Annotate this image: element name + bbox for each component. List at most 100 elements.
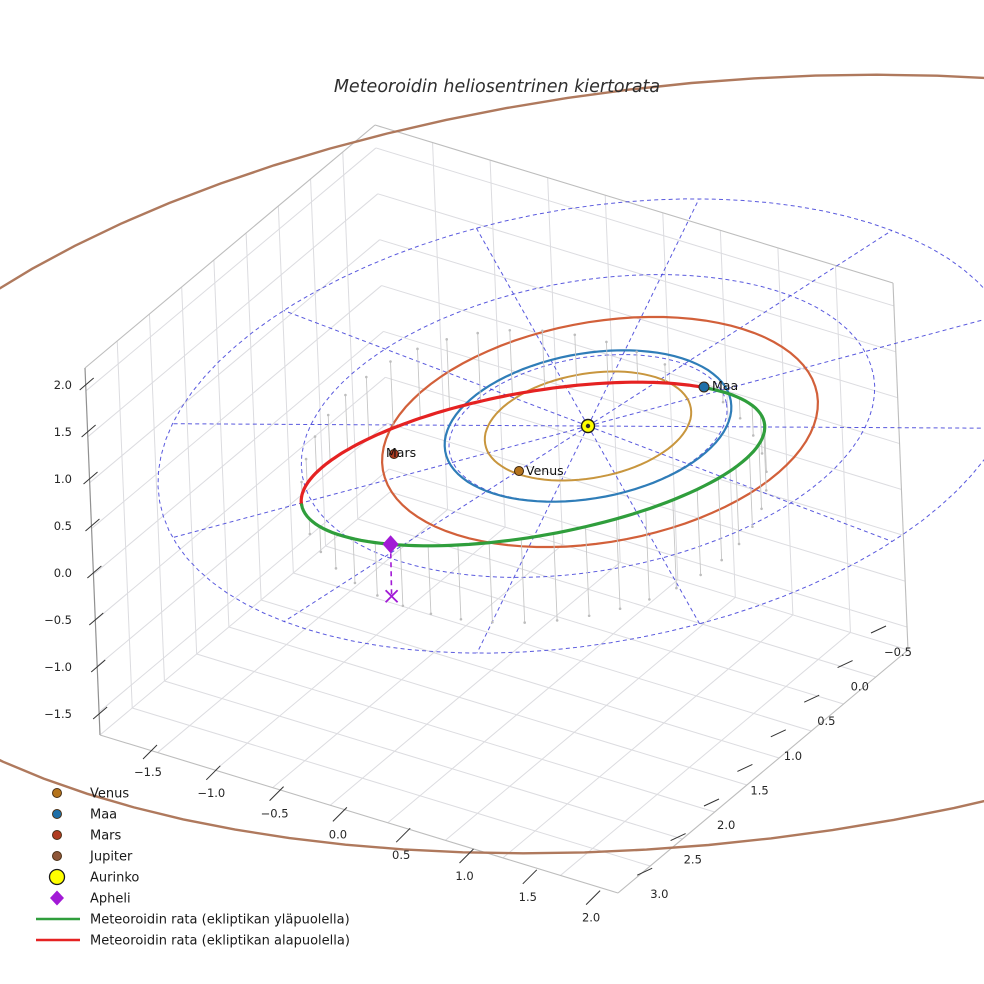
x-tick-mark (522, 869, 538, 885)
stem (427, 545, 432, 614)
left-wall-gridline (98, 468, 390, 713)
y-tick-mark (636, 867, 653, 876)
floor-back-edge (389, 491, 909, 651)
plot-title: Meteoroidin heliosentrinen kiertorata (334, 77, 660, 97)
stem-end-dot (675, 586, 678, 590)
y-tick-label: 0.0 (851, 680, 869, 694)
stem (664, 364, 667, 384)
left-wall-gridline (181, 286, 198, 655)
floor-back-edge (99, 491, 391, 736)
stem-end-dot (760, 507, 763, 511)
legend-label: Aurinko (90, 871, 139, 886)
stem-end-dot (416, 347, 419, 351)
stem (717, 478, 723, 561)
polar-spoke (172, 423, 589, 427)
legend-label: Meteoroidin rata (ekliptikan alapuolella… (90, 934, 350, 949)
x-tick-mark (142, 744, 158, 760)
polar-circle-3au (157, 198, 984, 654)
stem-end-dot (541, 329, 544, 333)
stem (390, 361, 394, 429)
legend-diamond-marker (50, 890, 64, 906)
stem-end-dot (459, 617, 463, 621)
venus-orbit (483, 370, 693, 482)
z-tick-label: −1.5 (44, 707, 72, 721)
polar-spoke (475, 227, 589, 427)
legend-circle-marker (48, 868, 66, 886)
stem (365, 377, 370, 439)
stem (541, 330, 546, 390)
x-tick-mark (205, 765, 221, 781)
meteoroid-below-ecliptic-path (299, 380, 704, 507)
legend-label: Mars (90, 829, 122, 844)
legend-label: Apheli (90, 892, 131, 907)
right-wall-gridline (383, 330, 902, 490)
floor-gridline (445, 596, 736, 841)
stem (672, 499, 677, 589)
stem-end-dot (605, 340, 608, 344)
right-wall-gridline (377, 193, 896, 353)
right-wall-gridline (547, 177, 564, 545)
mars-orbit (380, 315, 820, 549)
stem (751, 405, 754, 436)
y-tick-mark (770, 729, 787, 738)
meteoroid-orbit (299, 380, 767, 603)
stem (696, 489, 702, 575)
stem-end-dot (334, 567, 338, 570)
mars-label: Mars (386, 445, 416, 460)
left-wall-gridline (93, 331, 384, 575)
stem-end-dot (313, 435, 317, 438)
legend-dot-marker (52, 830, 62, 840)
left-wall-gridline (245, 232, 262, 601)
z-tick-label: 1.5 (54, 425, 72, 439)
body-markers: Venus Maa Mars (386, 378, 738, 478)
stem (749, 455, 753, 527)
stem (738, 397, 741, 419)
stem (399, 544, 404, 606)
stem (520, 538, 526, 623)
axes-walls (84, 124, 909, 894)
z-tick-label: 0.5 (54, 519, 72, 533)
polar-spoke (283, 425, 589, 622)
legend-label: Jupiter (89, 850, 133, 865)
left-wall-gridline (89, 239, 381, 484)
y-tick-label: 2.5 (684, 853, 702, 867)
y-axis-line (617, 649, 909, 894)
z-tick-mark (83, 471, 98, 485)
stem-end-dot (429, 612, 433, 616)
x-tick-mark (269, 786, 284, 801)
stem-end-dot (476, 331, 480, 335)
floor-gridline (196, 653, 715, 813)
stem (759, 413, 763, 454)
legend-label: Maa (90, 808, 117, 823)
x-tick-mark (332, 807, 348, 822)
jupiter-orbit (0, 73, 984, 855)
stem (615, 518, 621, 609)
left-wall-gridline (91, 285, 382, 529)
right-wall-gridline (662, 212, 679, 580)
polar-spoke (283, 310, 589, 427)
legend-item-meteoroidin-rata-ekliptikan-al: Meteoroidin rata (ekliptikan alapuolella… (36, 934, 350, 949)
axis-ticks: 2.0 1.5 1.0 0.5 0.0 −0.5 −1.0 −1.5 −1.5 −1.0 −0.5 0… (44, 377, 912, 925)
y-tick-label: 1.5 (750, 783, 768, 797)
z-tick-label: −1.0 (44, 660, 72, 674)
y-tick-label: −0.5 (884, 645, 912, 659)
stem-end-dot (720, 558, 723, 562)
venus-marker (514, 466, 524, 476)
right-wall-gridline (719, 230, 736, 598)
x-tick-label: 0.0 (329, 827, 347, 841)
z-tick-mark (88, 612, 104, 626)
x-axis-line (99, 734, 619, 894)
legend-item-venus: Venus (52, 787, 129, 802)
legend-dot-marker (52, 851, 62, 861)
legend-dot-marker (52, 788, 62, 798)
z-tick-label: 1.0 (54, 472, 72, 486)
z-tick-mark (90, 659, 106, 673)
right-wall-gridline (375, 147, 895, 307)
stem (308, 518, 311, 535)
y-tick-label: 3.0 (650, 887, 668, 901)
right-wall-gridline (604, 195, 621, 563)
z-tick-label: −0.5 (44, 613, 72, 627)
stem-end-dot (635, 350, 638, 354)
polar-spoke (587, 425, 984, 429)
stem-end-dot (365, 375, 368, 379)
